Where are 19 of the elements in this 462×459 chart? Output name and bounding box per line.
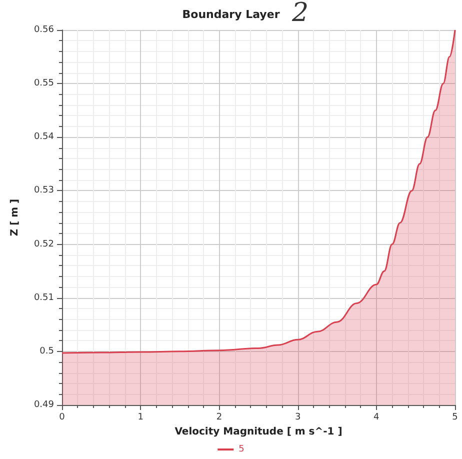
x-tick-label: 5 xyxy=(452,412,458,422)
y-tick-label: 0.52 xyxy=(34,239,54,250)
y-tick-label: 0.54 xyxy=(34,132,54,142)
y-tick-label: 0.55 xyxy=(34,78,54,89)
x-tick-label: 3 xyxy=(294,412,301,422)
y-tick-label: 0.5 xyxy=(40,346,54,356)
text: 2 xyxy=(291,0,309,28)
y-tick-label: 0.51 xyxy=(34,292,54,303)
y-tick-label: 0.49 xyxy=(34,400,54,410)
x-axis-title: Velocity Magnitude [ m s^-1 ] xyxy=(174,426,342,438)
chart-title: Boundary Layer xyxy=(182,8,280,21)
x-tick-label: 0 xyxy=(59,412,66,422)
legend-label: 5 xyxy=(238,444,244,454)
x-tick-label: 4 xyxy=(374,412,380,422)
y-axis-title: Z [ m ] xyxy=(10,198,20,236)
x-tick-label: 2 xyxy=(216,412,222,422)
x-tick-label: 1 xyxy=(138,412,144,422)
y-tick-label: 0.56 xyxy=(34,25,54,35)
y-tick-label: 0.53 xyxy=(34,186,54,196)
